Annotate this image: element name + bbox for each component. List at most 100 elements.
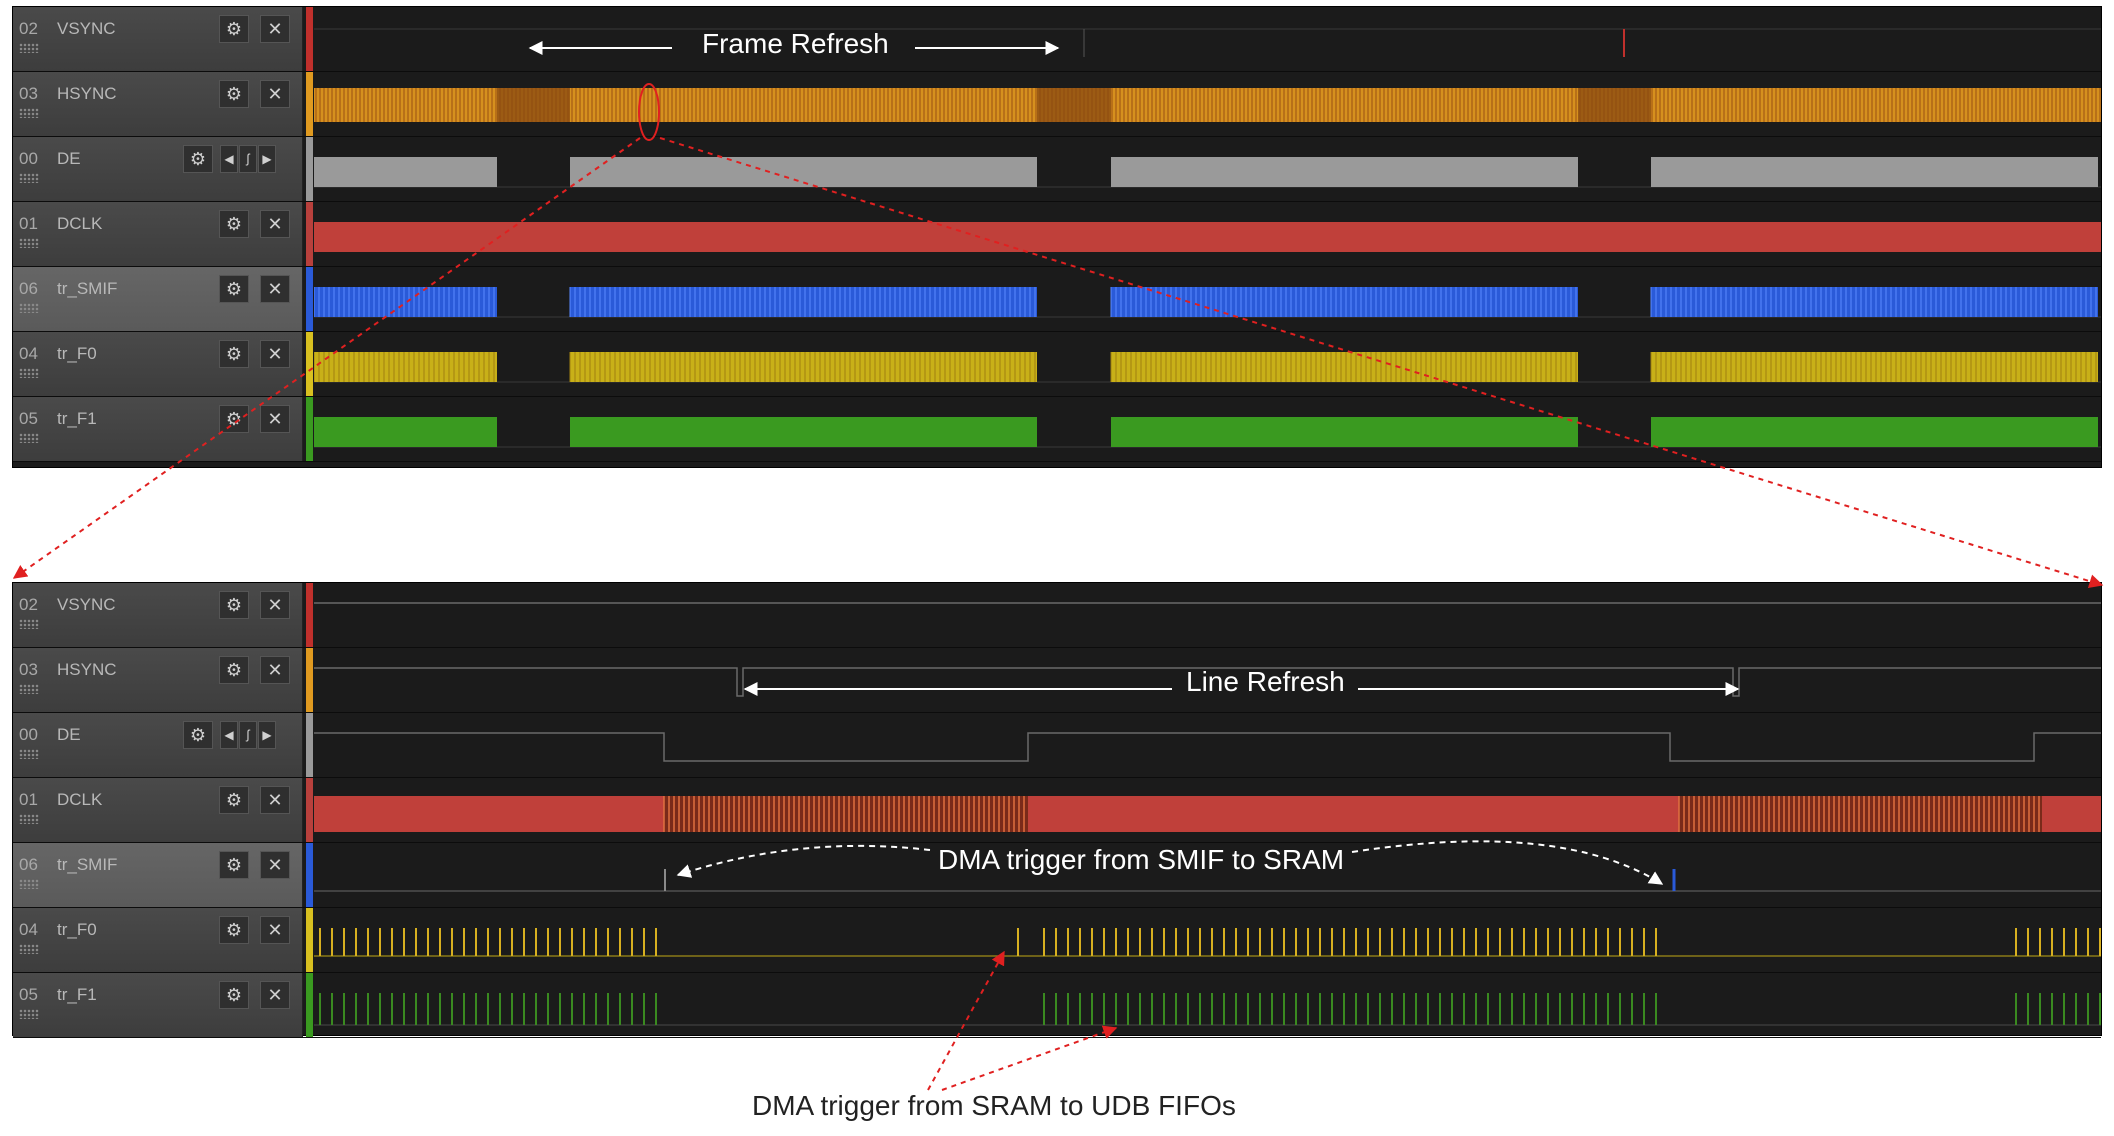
- waveform-tr_f1[interactable]: [314, 973, 2101, 1038]
- row-divider: [13, 777, 2101, 778]
- chevron-left-icon[interactable]: ◀: [220, 721, 238, 749]
- waveform-svg: [314, 602, 2101, 604]
- gear-icon[interactable]: ⚙: [219, 786, 249, 814]
- channel-name: tr_SMIF: [57, 279, 118, 298]
- line-view-panel: 02 VSYNC ⚙ ✕ 03 HSYNC ⚙ ✕ 00 DE ⚙ ◀ ʃ ▶ 01 DCLK ⚙ ✕ 06 tr_S…: [12, 582, 2102, 1038]
- channel-number: 01: [19, 214, 38, 233]
- waveform-hsync[interactable]: [313, 72, 2101, 137]
- close-icon[interactable]: ✕: [260, 916, 290, 944]
- channel-row-dclk: 01 DCLK ⚙ ✕: [13, 202, 2101, 267]
- waveform-tr_f0[interactable]: [313, 332, 2101, 397]
- waveform-vsync[interactable]: [314, 583, 2101, 648]
- close-icon[interactable]: ✕: [260, 981, 290, 1009]
- edge-trigger-icon[interactable]: ʃ: [239, 721, 257, 749]
- channel-label-panel[interactable]: 04 tr_F0 ⚙ ✕: [13, 332, 303, 397]
- gear-icon[interactable]: ⚙: [219, 591, 249, 619]
- close-icon[interactable]: ✕: [260, 275, 290, 303]
- channel-row-tr_f0: 04 tr_F0 ⚙ ✕: [13, 908, 2101, 973]
- channel-color-strip: [306, 72, 313, 137]
- channel-number: 03: [19, 84, 38, 103]
- close-icon[interactable]: ✕: [260, 786, 290, 814]
- gear-icon[interactable]: ⚙: [219, 210, 249, 238]
- waveform-tr_f0[interactable]: [314, 908, 2101, 973]
- frame-refresh-label: Frame Refresh: [702, 28, 889, 59]
- row-divider: [13, 842, 2101, 843]
- drag-handle-icon[interactable]: [19, 43, 39, 53]
- channel-name: DCLK: [57, 790, 103, 809]
- gear-icon[interactable]: ⚙: [219, 656, 249, 684]
- channel-label-panel[interactable]: 06 tr_SMIF ⚙ ✕: [13, 267, 303, 332]
- channel-label-panel[interactable]: 05 tr_F1 ⚙ ✕: [13, 973, 303, 1038]
- row-divider: [13, 647, 2101, 648]
- channel-label-panel[interactable]: 05 tr_F1 ⚙ ✕: [13, 397, 303, 462]
- close-icon[interactable]: ✕: [260, 656, 290, 684]
- channel-label-panel[interactable]: 00 DE ⚙ ◀ ʃ ▶: [13, 137, 303, 202]
- waveform-tr_f1[interactable]: [314, 397, 2101, 462]
- gear-icon[interactable]: ⚙: [219, 851, 249, 879]
- close-icon[interactable]: ✕: [260, 210, 290, 238]
- gear-icon[interactable]: ⚙: [183, 721, 213, 749]
- channel-color-strip: [306, 908, 313, 973]
- gear-icon[interactable]: ⚙: [183, 145, 213, 173]
- close-icon[interactable]: ✕: [260, 591, 290, 619]
- channel-name: tr_F0: [57, 920, 97, 939]
- waveform-tr_smif[interactable]: [314, 843, 2101, 908]
- drag-handle-icon[interactable]: [19, 368, 39, 378]
- channel-label-panel[interactable]: 01 DCLK ⚙ ✕: [13, 778, 303, 843]
- row-divider: [13, 1037, 2101, 1038]
- channel-label-panel[interactable]: 01 DCLK ⚙ ✕: [13, 202, 303, 267]
- drag-handle-icon[interactable]: [19, 238, 39, 248]
- frame-view-panel: 02 VSYNC ⚙ ✕ 03 HSYNC ⚙ ✕ 00 DE ⚙ ◀ ʃ ▶ 01 DCLK ⚙ ✕ 06 tr_S…: [12, 6, 2102, 468]
- channel-label-panel[interactable]: 00 DE ⚙ ◀ ʃ ▶: [13, 713, 303, 778]
- channel-label-panel[interactable]: 04 tr_F0 ⚙ ✕: [13, 908, 303, 973]
- close-icon[interactable]: ✕: [260, 80, 290, 108]
- channel-label-panel[interactable]: 02 VSYNC ⚙ ✕: [13, 7, 303, 72]
- channel-label-panel[interactable]: 03 HSYNC ⚙ ✕: [13, 648, 303, 713]
- channel-color-strip: [306, 7, 313, 72]
- row-divider: [13, 712, 2101, 713]
- channel-label-panel[interactable]: 02 VSYNC ⚙ ✕: [13, 583, 303, 648]
- drag-handle-icon[interactable]: [19, 108, 39, 118]
- waveform-svg: [314, 796, 2101, 832]
- chevron-left-icon[interactable]: ◀: [220, 145, 238, 173]
- chevron-right-icon[interactable]: ▶: [258, 721, 276, 749]
- drag-handle-icon[interactable]: [19, 619, 39, 629]
- gear-icon[interactable]: ⚙: [219, 340, 249, 368]
- channel-number: 02: [19, 595, 38, 614]
- waveform-de[interactable]: [314, 137, 2101, 202]
- waveform-dclk[interactable]: [314, 202, 2101, 267]
- channel-label-panel[interactable]: 06 tr_SMIF ⚙ ✕: [13, 843, 303, 908]
- row-divider: [13, 136, 2101, 137]
- channel-color-strip: [306, 648, 313, 713]
- channel-label-panel[interactable]: 03 HSYNC ⚙ ✕: [13, 72, 303, 137]
- drag-handle-icon[interactable]: [19, 749, 39, 759]
- waveform-de[interactable]: [314, 713, 2101, 778]
- edge-trigger-icon[interactable]: ʃ: [239, 145, 257, 173]
- waveform-dclk[interactable]: [314, 778, 2101, 843]
- gear-icon[interactable]: ⚙: [219, 275, 249, 303]
- gear-icon[interactable]: ⚙: [219, 405, 249, 433]
- gear-icon[interactable]: ⚙: [219, 80, 249, 108]
- close-icon[interactable]: ✕: [260, 851, 290, 879]
- drag-handle-icon[interactable]: [19, 303, 39, 313]
- waveform-svg: [314, 732, 2101, 762]
- drag-handle-icon[interactable]: [19, 173, 39, 183]
- channel-name: DE: [57, 725, 81, 744]
- waveform-tr_smif[interactable]: [313, 267, 2101, 332]
- drag-handle-icon[interactable]: [19, 879, 39, 889]
- gear-icon[interactable]: ⚙: [219, 916, 249, 944]
- drag-handle-icon[interactable]: [19, 684, 39, 694]
- gear-icon[interactable]: ⚙: [219, 15, 249, 43]
- chevron-right-icon[interactable]: ▶: [258, 145, 276, 173]
- close-icon[interactable]: ✕: [260, 340, 290, 368]
- drag-handle-icon[interactable]: [19, 814, 39, 824]
- drag-handle-icon[interactable]: [19, 1009, 39, 1019]
- waveform-vsync[interactable]: [314, 7, 2101, 72]
- row-divider: [13, 972, 2101, 973]
- gear-icon[interactable]: ⚙: [219, 981, 249, 1009]
- drag-handle-icon[interactable]: [19, 944, 39, 954]
- close-icon[interactable]: ✕: [260, 405, 290, 433]
- channel-number: 02: [19, 19, 38, 38]
- close-icon[interactable]: ✕: [260, 15, 290, 43]
- drag-handle-icon[interactable]: [19, 433, 39, 443]
